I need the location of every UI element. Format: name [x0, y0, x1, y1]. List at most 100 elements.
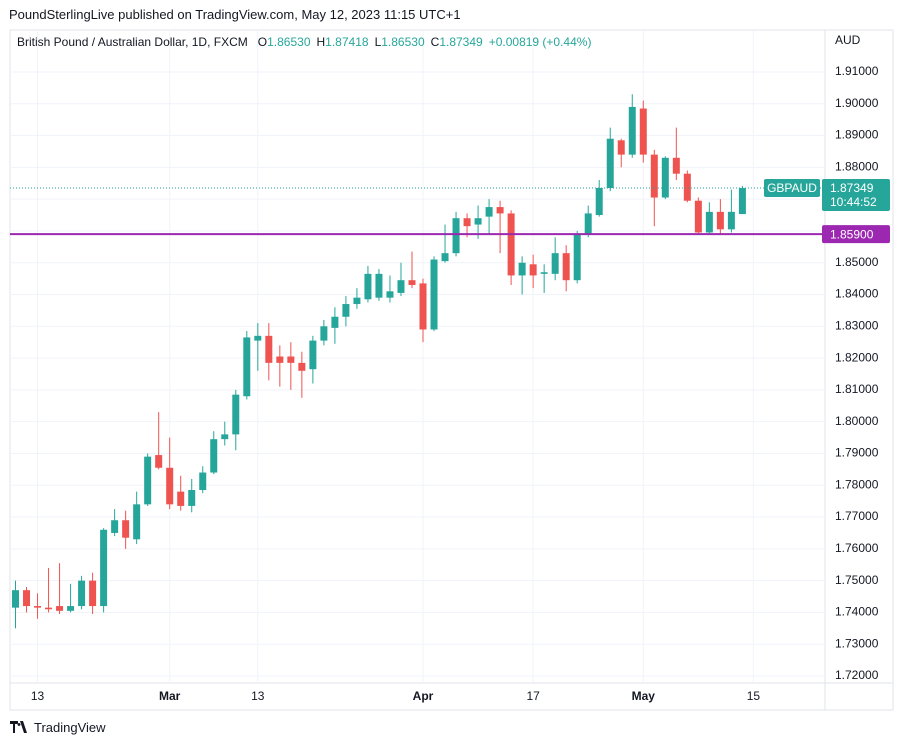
candle-body	[386, 291, 394, 298]
candle-body	[56, 606, 64, 611]
y-tick-label: 1.91000	[835, 64, 879, 78]
y-tick-label: 1.88000	[835, 160, 879, 174]
y-tick-label: 1.79000	[835, 446, 879, 460]
candle-body	[694, 200, 702, 233]
legend-key: O	[257, 35, 268, 49]
candle-body	[606, 138, 614, 189]
candle-body	[716, 211, 724, 230]
candle-body	[199, 472, 207, 491]
candle-body	[518, 262, 526, 276]
candle-body	[573, 234, 581, 281]
candle-body	[177, 491, 185, 506]
price-label-box	[822, 225, 890, 244]
candle-body	[144, 456, 152, 505]
symbol-label: GBPAUD	[767, 181, 817, 195]
y-tick-label: 1.78000	[835, 477, 879, 491]
legend-key: H	[316, 35, 326, 49]
legend: British Pound / Australian Dollar, 1D, F…	[17, 35, 597, 49]
y-tick-label: 1.72000	[835, 668, 879, 682]
legend-key: C	[430, 35, 440, 49]
candle-body	[441, 253, 449, 262]
candle-body	[232, 394, 240, 435]
candle-body	[639, 108, 647, 155]
candle-body	[331, 316, 339, 328]
x-tick-label: Mar	[159, 689, 181, 703]
candle-body	[12, 590, 20, 608]
candle-body	[265, 335, 273, 363]
y-tick-label: 1.80000	[835, 414, 879, 428]
legend-value: 1.87418	[325, 35, 369, 49]
candle-body	[23, 590, 31, 607]
x-tick-label: Apr	[413, 689, 434, 703]
candle-body	[89, 580, 97, 607]
candle-body	[298, 362, 306, 371]
legend-value: 1.86530	[381, 35, 425, 49]
y-tick-label: 1.85000	[835, 255, 879, 269]
legend-value: 1.86530	[267, 35, 311, 49]
y-tick-label: 1.89000	[835, 128, 879, 142]
candle-body	[34, 606, 42, 608]
candle-body	[342, 304, 350, 317]
x-tick-label: 13	[251, 689, 265, 703]
y-tick-label: 1.73000	[835, 636, 879, 650]
price-label: 1.85900	[830, 227, 874, 241]
candle-body	[562, 253, 570, 281]
candle-body	[628, 106, 636, 155]
candle-body	[188, 490, 196, 506]
y-tick-label: 1.82000	[835, 350, 879, 364]
candle-body	[683, 173, 691, 201]
candle-body	[210, 439, 218, 473]
candle-body	[166, 467, 174, 505]
candle-body	[452, 218, 460, 254]
candle-body	[155, 455, 163, 468]
frame	[9, 29, 894, 711]
candle-body	[408, 280, 416, 285]
candle-body	[276, 356, 284, 363]
candle-body	[100, 529, 108, 607]
legend-change: +0.00819 (+0.44%)	[488, 35, 592, 49]
candle-body	[419, 283, 427, 330]
y-tick-label: 1.90000	[835, 96, 879, 110]
candle-body	[375, 273, 383, 298]
candle-body	[617, 140, 625, 155]
candle-body	[320, 326, 328, 341]
candle-body	[309, 340, 317, 370]
y-tick-label: 1.75000	[835, 573, 879, 587]
x-tick-label: 15	[747, 689, 761, 703]
candle-body	[463, 218, 471, 227]
candle-body	[474, 218, 482, 225]
candle-body	[254, 335, 262, 341]
last-price-box	[822, 179, 890, 212]
legend-key: L	[374, 35, 382, 49]
x-tick-label: May	[632, 689, 656, 703]
candle-body	[540, 272, 548, 274]
candle-body	[243, 337, 251, 397]
candle-body	[595, 188, 603, 216]
candle-body	[221, 434, 229, 440]
candle-body	[133, 504, 141, 540]
countdown-label: 10:44:52	[830, 195, 877, 209]
logo-shape	[10, 721, 27, 733]
legend-value: 1.87349	[439, 35, 483, 49]
candle-body	[111, 520, 119, 533]
candle-body	[705, 211, 713, 233]
chart-title: British Pound / Australian Dollar, 1D, F…	[17, 35, 248, 49]
candle-body	[584, 213, 592, 235]
candle-body	[397, 280, 405, 293]
header: PoundSterlingLive published on TradingVi…	[9, 7, 461, 22]
y-tick-label: 1.77000	[835, 509, 879, 523]
y-tick-label: 1.76000	[835, 541, 879, 555]
candle-body	[45, 607, 53, 610]
y-tick-label: 1.74000	[835, 605, 879, 619]
x-tick-label: 17	[526, 689, 540, 703]
footer: TradingView	[34, 720, 106, 735]
candle-body	[496, 207, 504, 214]
candle-body	[551, 253, 559, 274]
candle-body	[507, 213, 515, 276]
candle-body	[353, 297, 361, 305]
candle-body	[650, 154, 658, 198]
y-tick-label: 1.83000	[835, 318, 879, 332]
candle-body	[67, 606, 75, 611]
candle-body	[529, 264, 537, 276]
